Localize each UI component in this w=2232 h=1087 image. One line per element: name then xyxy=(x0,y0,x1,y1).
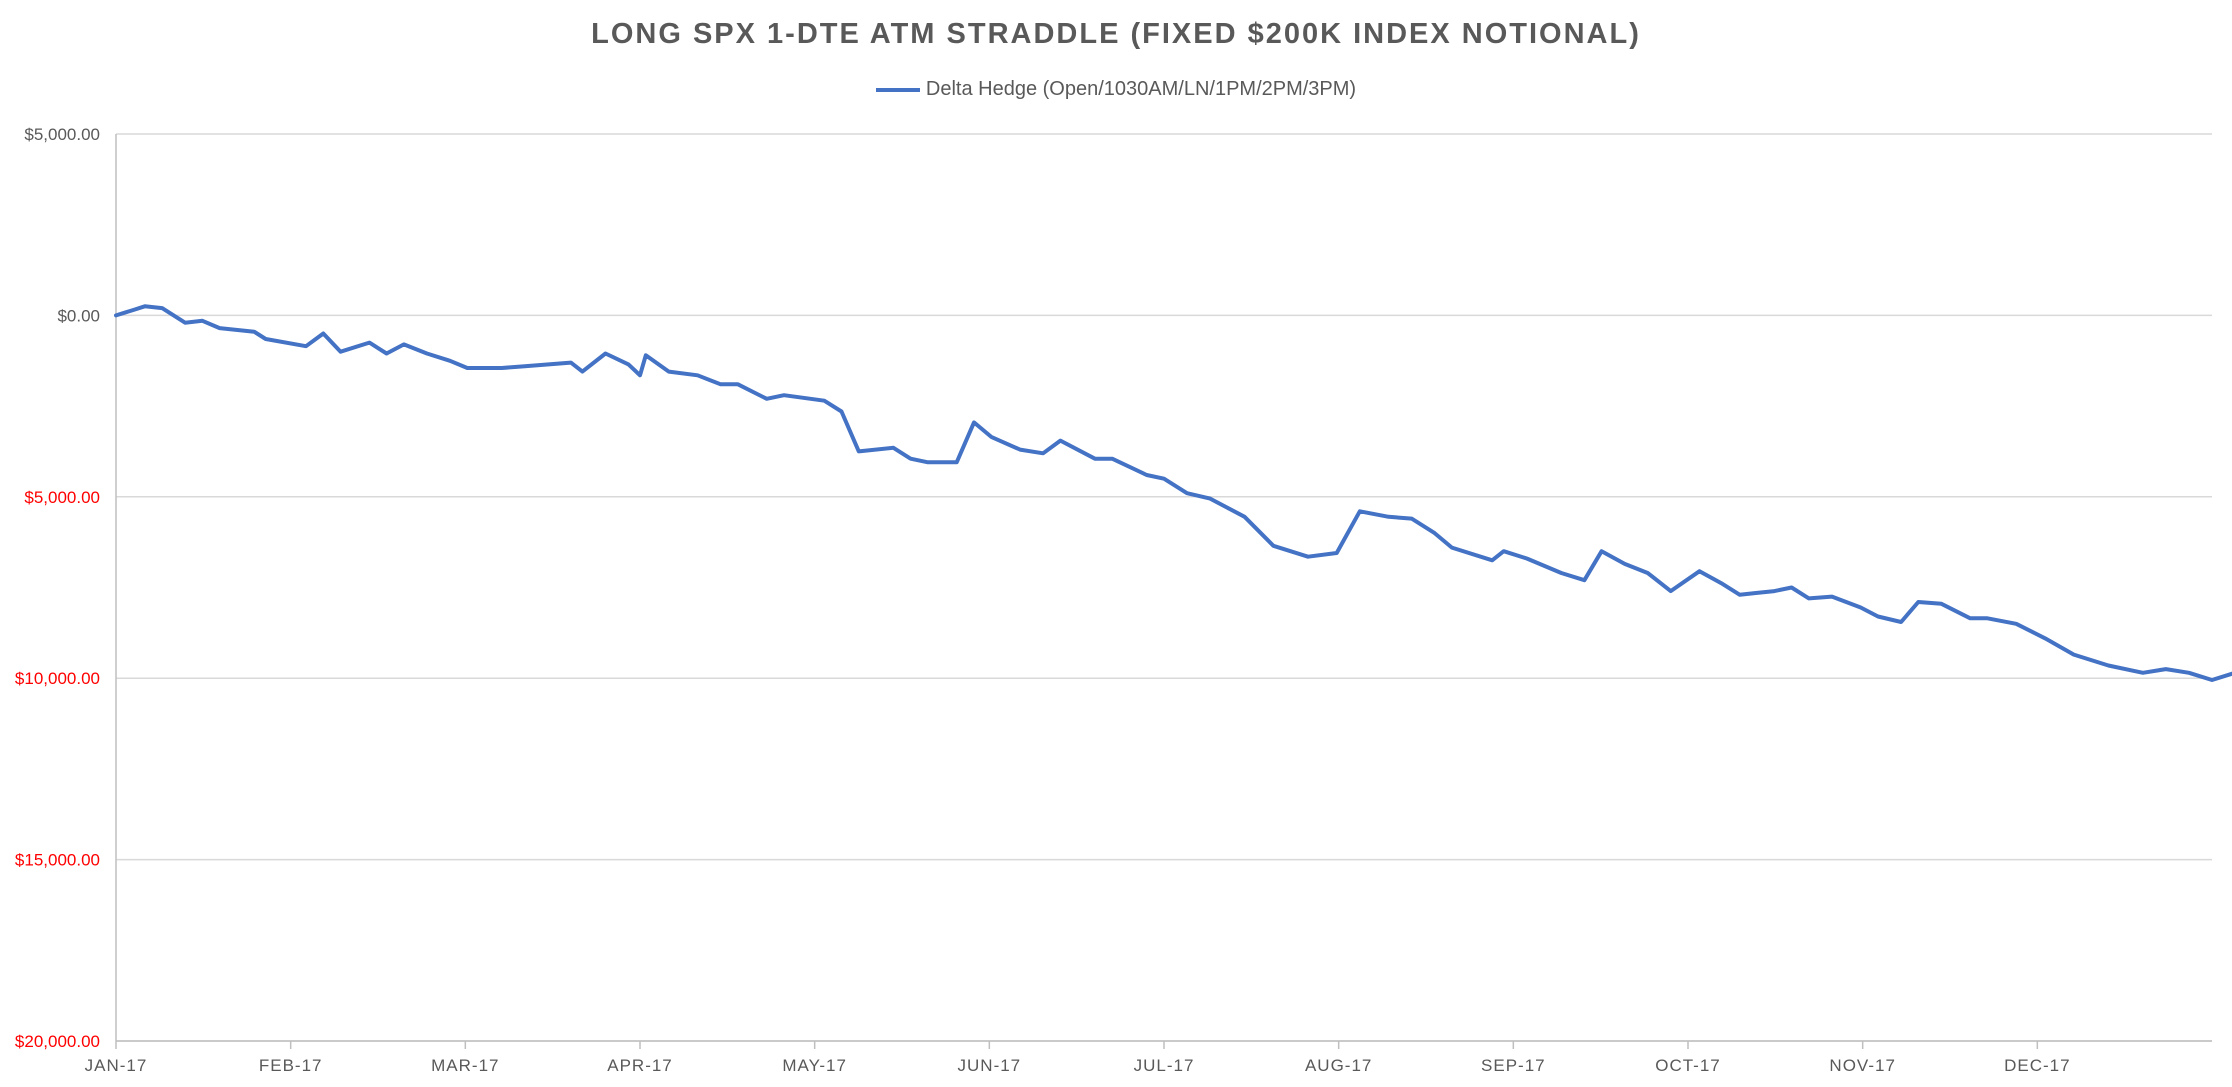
y-tick-label: $0.00 xyxy=(57,306,100,325)
legend-swatch xyxy=(875,87,920,92)
x-tick-label: APR-17 xyxy=(607,1056,673,1075)
legend: Delta Hedge (Open/1030AM/LN/1PM/2PM/3PM) xyxy=(0,78,2232,101)
y-axis-ticks: $5,000.00 $0.00 $5,000.00 $10,000.00 $15,000… xyxy=(15,125,100,1051)
chart-title: LONG SPX 1-DTE ATM STRADDLE (FIXED $200K… xyxy=(591,18,1641,50)
x-tick-label: OCT-17 xyxy=(1655,1056,1721,1075)
x-tick-label: FEB-17 xyxy=(259,1056,323,1075)
x-tick-label: JUL-17 xyxy=(1134,1056,1195,1075)
y-tick-label: $10,000.00 xyxy=(15,669,100,688)
gridlines xyxy=(115,133,2212,1042)
x-tick-label: SEP-17 xyxy=(1481,1056,1546,1075)
x-tick-label: NOV-17 xyxy=(1829,1056,1895,1075)
series-lines xyxy=(114,304,2232,682)
x-tick-label: JAN-17 xyxy=(85,1056,148,1075)
x-tick-label: JUN-17 xyxy=(958,1056,1022,1075)
x-tick-label: MAY-17 xyxy=(782,1056,847,1075)
y-tick-label: $20,000.00 xyxy=(15,1032,100,1051)
y-tick-label: $5,000.00 xyxy=(24,488,100,507)
y-tick-label: $5,000.00 xyxy=(24,125,100,144)
legend-label: Delta Hedge (Open/1030AM/LN/1PM/2PM/3PM) xyxy=(925,78,1357,101)
x-tick-label: AUG-17 xyxy=(1305,1056,1372,1075)
x-tick-label: MAR-17 xyxy=(431,1056,499,1075)
series-line-delta-hedge xyxy=(114,304,2232,682)
x-tick-label: DEC-17 xyxy=(2004,1056,2070,1075)
y-tick-label: $15,000.00 xyxy=(15,851,100,870)
x-axis-ticks: JAN-17 FEB-17 MAR-17 APR-17 MAY-17 JUN-17 JUL-… xyxy=(85,1041,2070,1075)
